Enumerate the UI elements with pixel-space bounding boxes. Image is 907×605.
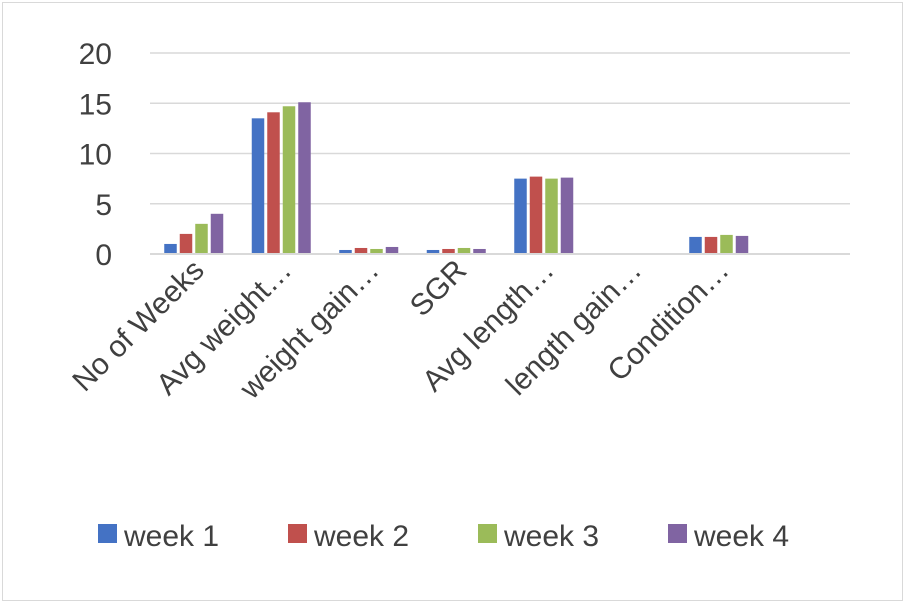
y-tick-label: 10 — [79, 139, 112, 172]
bar — [689, 236, 702, 254]
y-tick-label: 5 — [95, 189, 112, 222]
bar — [370, 248, 383, 254]
legend-label: week 1 — [123, 520, 219, 553]
bar — [720, 234, 733, 254]
bar — [282, 106, 296, 254]
y-tick-label: 0 — [95, 239, 112, 272]
legend-swatch — [668, 524, 687, 543]
legend-swatch — [478, 524, 497, 543]
legend-label: week 3 — [503, 520, 599, 553]
legend-swatch — [98, 524, 117, 543]
bar — [179, 233, 193, 254]
bar — [298, 102, 311, 255]
y-tick-label: 20 — [79, 38, 112, 71]
bar — [354, 247, 368, 254]
x-category-label: SGR — [404, 254, 473, 323]
bar — [457, 247, 471, 254]
bar — [267, 112, 280, 254]
bar — [210, 213, 224, 254]
bar — [704, 236, 718, 254]
bar — [560, 177, 574, 254]
bar — [426, 249, 440, 254]
bar — [164, 243, 177, 254]
bar — [442, 248, 455, 254]
legend-label: week 2 — [313, 520, 409, 553]
gridlines — [150, 52, 850, 205]
bar — [735, 235, 749, 254]
legend-label: week 4 — [693, 520, 789, 553]
bar — [545, 178, 558, 254]
bar — [339, 249, 352, 254]
legend: week 1 week 2 week 3 week 4 — [98, 520, 789, 553]
bar — [195, 223, 208, 254]
legend-swatch — [288, 524, 307, 543]
bar — [385, 246, 399, 254]
bars — [164, 102, 749, 255]
bar — [473, 248, 486, 254]
y-axis-ticks: 0 5 10 15 20 — [79, 38, 112, 272]
bar — [529, 176, 543, 254]
y-tick-label: 15 — [79, 88, 112, 121]
bar — [514, 178, 527, 254]
bar — [251, 118, 265, 254]
